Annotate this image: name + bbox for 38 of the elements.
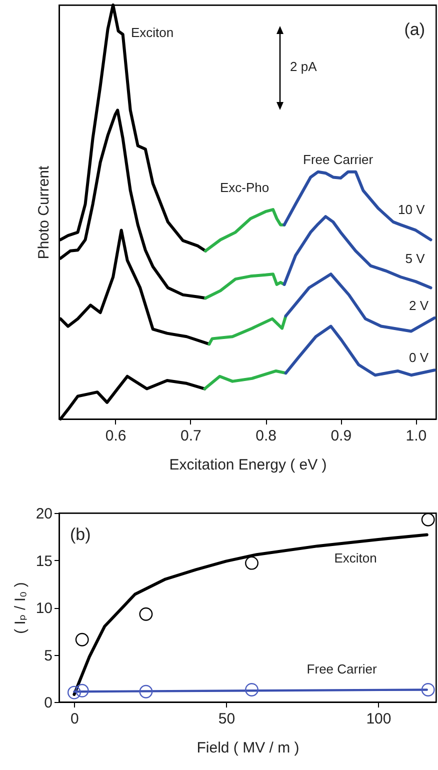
point	[421, 683, 435, 696]
point	[421, 512, 435, 526]
y-tick-label: 10	[36, 600, 52, 617]
x-axis-title: Excitation Energy ( eV )	[169, 456, 327, 474]
x-tick-label: 0.7	[180, 428, 202, 444]
x-tick-label: 50	[218, 710, 236, 728]
point	[67, 686, 81, 700]
series-label: 0 V	[408, 350, 429, 366]
series-label: 10 V	[398, 202, 426, 217]
x-tick-label: 0	[70, 710, 79, 728]
point	[75, 684, 89, 698]
annotation: Exc-Pho	[220, 180, 270, 195]
point	[245, 683, 258, 696]
point	[139, 684, 153, 698]
annotation: Exciton	[131, 25, 174, 40]
annotation: (b)	[70, 525, 91, 544]
y-tick-label: 5	[44, 647, 52, 664]
x-tick-label: 0.6	[105, 428, 126, 444]
x-tick-label: 0.8	[256, 428, 276, 444]
series-label: 2 V	[408, 298, 429, 313]
annotation: 2 pA	[290, 59, 318, 74]
point	[139, 607, 153, 621]
y-tick-label: 15	[36, 552, 52, 570]
annotation: Free Carrier	[303, 152, 374, 167]
y-axis-title: Photo Current	[36, 164, 52, 260]
y-axis-title: ( Iₚ / I₀ )	[12, 582, 29, 634]
y-tick-label: 0	[44, 694, 52, 712]
x-tick-label: 0.9	[330, 428, 352, 444]
x-axis-title: Field ( MV / m )	[196, 740, 300, 756]
x-tick-label: 100	[366, 710, 392, 728]
point	[245, 556, 258, 570]
series-label: 5 V	[405, 250, 426, 266]
series-label: Free Carrier	[306, 662, 378, 677]
series-label: Exciton	[334, 550, 377, 566]
point	[75, 632, 89, 646]
x-tick-label: 1.0	[406, 428, 427, 444]
annotation: (a)	[404, 20, 425, 39]
y-tick-label: 20	[36, 506, 52, 522]
